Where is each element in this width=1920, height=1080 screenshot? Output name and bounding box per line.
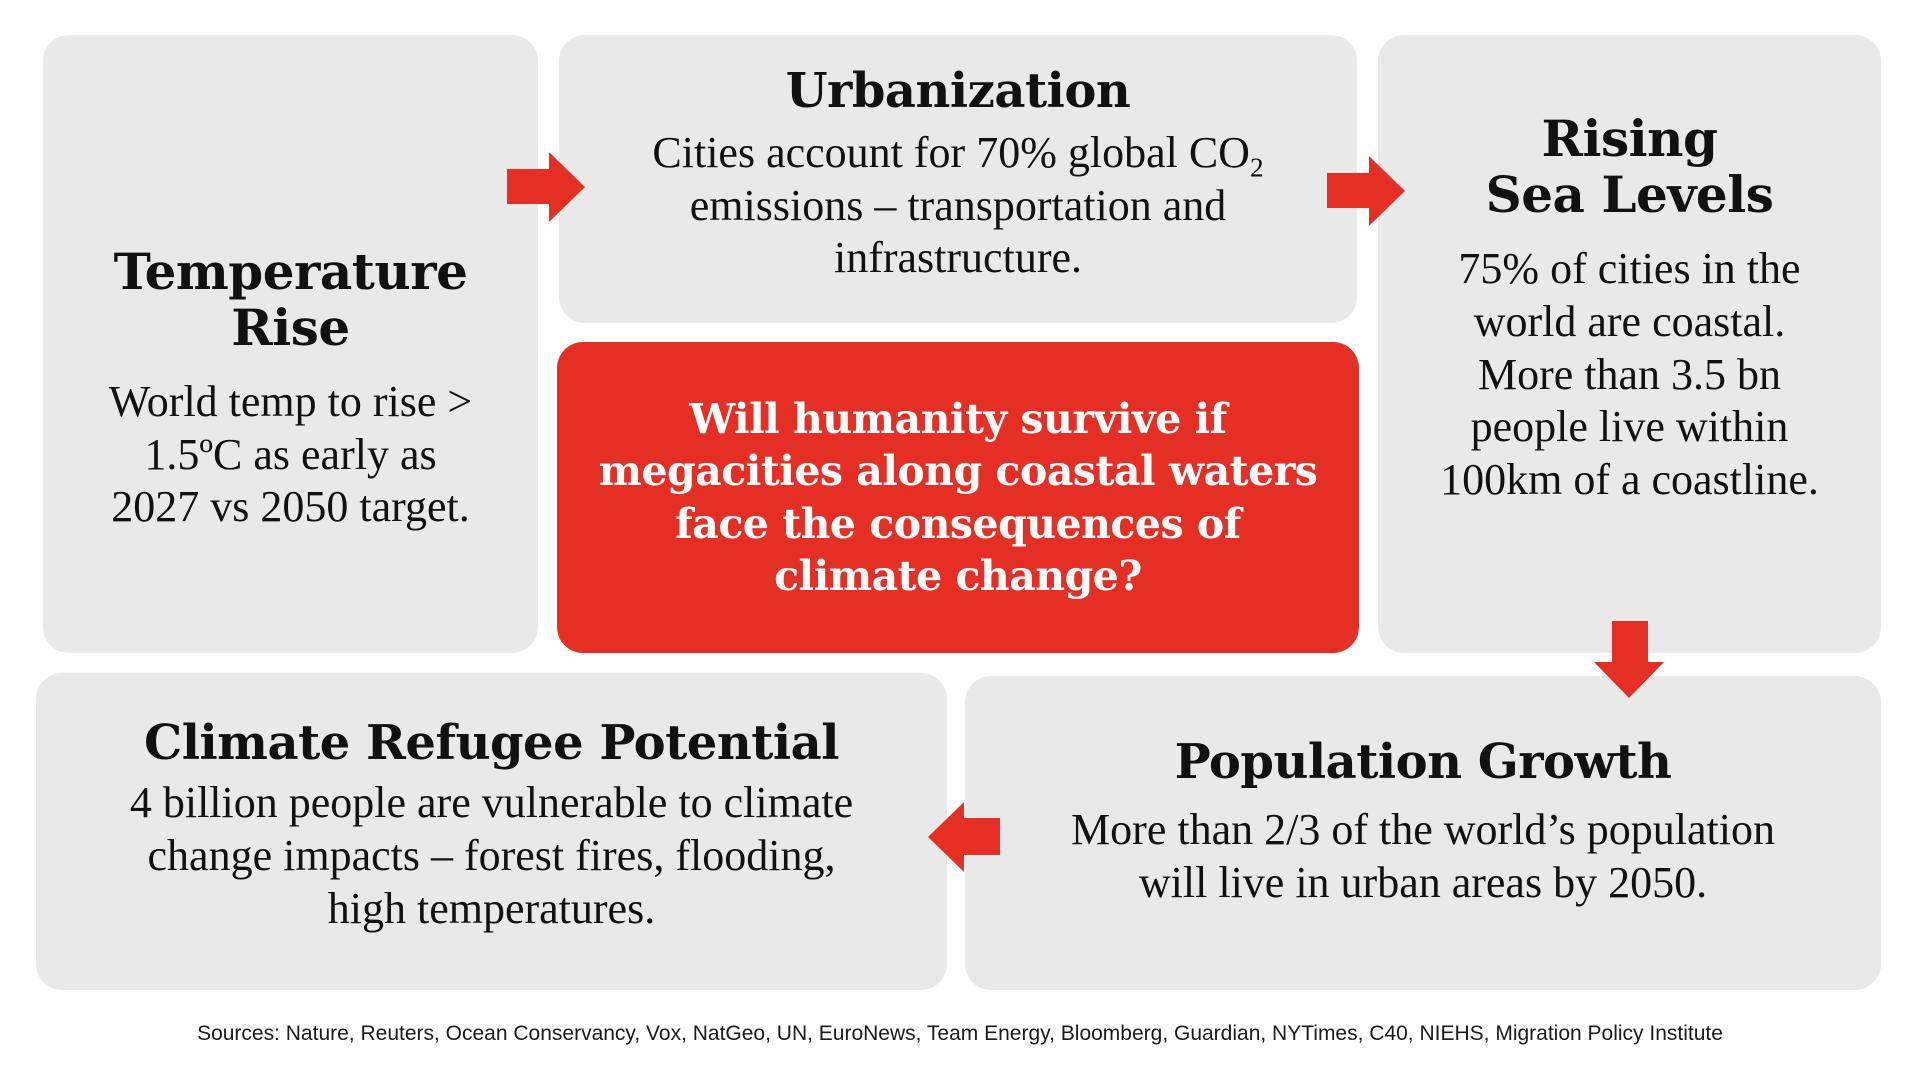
body-line: 4 billion people are vulnerable to clima…: [129, 778, 854, 828]
arrow-right-icon: [507, 152, 585, 222]
title-line: Temperature: [113, 241, 468, 301]
body-line: people live within: [1470, 402, 1789, 452]
body-line: 2027 vs 2050 target.: [111, 482, 470, 532]
card-body: More than 2/3 of the world’s population …: [1071, 804, 1775, 910]
card-title: Temperature Rise: [113, 241, 468, 357]
card-title: Population Growth: [1174, 734, 1672, 791]
question-line: megacities along coastal waters: [598, 447, 1318, 496]
body-line: 75% of cities in the: [1458, 244, 1801, 293]
card-population-growth: Population Growth More than 2/3 of the w…: [965, 676, 1881, 990]
card-title: Rising Sea Levels: [1486, 111, 1774, 223]
body-line: emissions – transportation and: [689, 180, 1227, 230]
body-line: 100km of a coastline.: [1440, 455, 1819, 505]
arrow-down-icon: [1594, 621, 1664, 698]
card-title: Urbanization: [785, 63, 1131, 119]
body-line: More than 2/3 of the world’s population: [1071, 805, 1775, 855]
card-climate-refugee-potential: Climate Refugee Potential 4 billion peop…: [36, 673, 947, 990]
subscript-2: 2: [1249, 152, 1264, 183]
card-title: Climate Refugee Potential: [144, 715, 839, 772]
body-line: world are coastal.: [1473, 296, 1786, 346]
body-line: high temperatures.: [327, 883, 656, 933]
body-line: infrastructure.: [834, 233, 1082, 283]
arrow-left-icon: [928, 802, 1000, 872]
card-temperature-rise: Temperature Rise World temp to rise > 1.…: [43, 35, 538, 653]
question-line: face the consequences of: [675, 499, 1241, 548]
card-urbanization: Urbanization Cities account for 70% glob…: [559, 35, 1357, 323]
title-line: Rise: [231, 297, 350, 357]
central-question-box: Will humanity survive if megacities alon…: [557, 342, 1359, 653]
arrow-right-icon: [1327, 156, 1405, 226]
card-rising-sea-levels: Rising Sea Levels 75% of cities in the w…: [1378, 35, 1881, 653]
title-line: Sea Levels: [1485, 165, 1774, 224]
sources-footer: Sources: Nature, Reuters, Ocean Conserva…: [197, 1022, 1723, 1045]
question-line: climate change?: [774, 551, 1142, 600]
body-line: World temp to rise >: [108, 376, 473, 426]
body-line: will live in urban areas by 2050.: [1138, 857, 1708, 907]
central-question: Will humanity survive if megacities alon…: [599, 393, 1318, 603]
body-line: 1.5ºC as early as: [144, 429, 437, 479]
card-body: 75% of cities in the world are coastal. …: [1440, 243, 1819, 507]
card-body: 4 billion people are vulnerable to clima…: [130, 777, 853, 935]
body-line: More than 3.5 bn: [1477, 349, 1782, 399]
body-line: Cities account for 70% global CO: [652, 127, 1250, 177]
card-body: World temp to rise > 1.5ºC as early as 2…: [109, 376, 472, 534]
card-body: Cities account for 70% global CO2 emissi…: [652, 127, 1263, 285]
title-line: Rising: [1541, 109, 1718, 168]
question-line: Will humanity survive if: [689, 394, 1227, 443]
body-line: change impacts – forest fires, flooding,: [147, 830, 836, 880]
